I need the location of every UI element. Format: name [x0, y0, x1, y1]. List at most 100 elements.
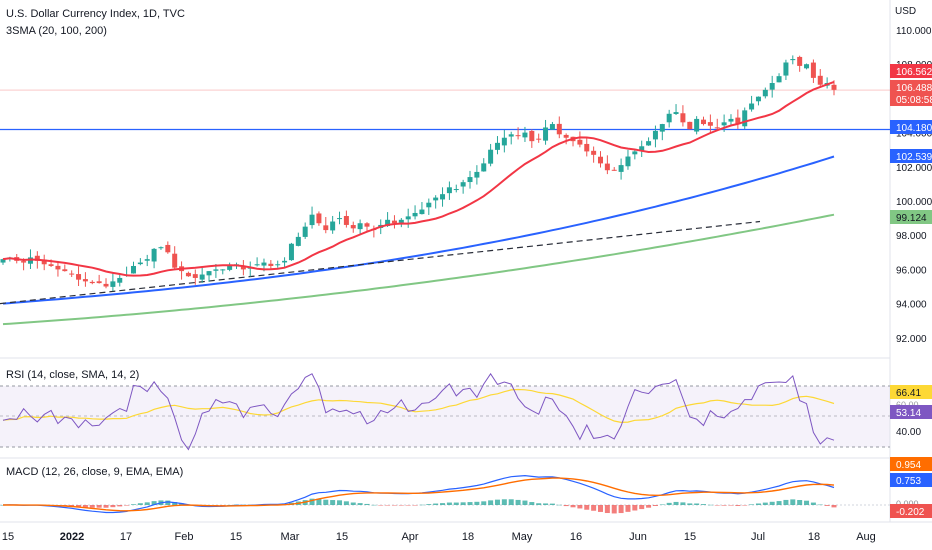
candle-body — [41, 259, 47, 265]
candle-body — [481, 163, 487, 172]
candle-body — [130, 265, 136, 274]
macd-histogram-bar — [701, 504, 707, 505]
candle-body — [69, 273, 75, 275]
price-tick-label: 96.000 — [896, 265, 927, 276]
macd-histogram-bar — [714, 505, 720, 506]
candle-body — [391, 220, 397, 224]
candle-body — [295, 236, 301, 246]
macd-histogram-bar — [130, 504, 136, 505]
macd-histogram-bar — [419, 504, 425, 506]
candle-body — [62, 269, 68, 272]
sma200-price-tag-bg — [890, 210, 932, 224]
candle-body — [309, 214, 315, 226]
candle-body — [55, 265, 61, 270]
candle-body — [412, 212, 418, 217]
macd-histogram-bar — [103, 505, 109, 508]
candle-body — [776, 76, 782, 83]
candle-body — [460, 182, 466, 187]
last-price-tag-bg — [890, 80, 932, 106]
last-price-tag: 106.488 — [896, 83, 932, 94]
macd-histogram-bar — [515, 499, 521, 505]
macd-legend[interactable]: MACD (12, 26, close, 9, EMA, EMA) — [6, 466, 184, 478]
macd-histogram-bar — [508, 499, 514, 505]
price-tick-label: 104.000 — [896, 129, 932, 140]
macd-histogram-bar — [309, 498, 315, 505]
candle-body — [364, 223, 370, 227]
macd-histogram-bar — [343, 501, 349, 505]
axes: 110.000108.000104.000102.000100.00098.00… — [2, 26, 932, 543]
candle-body — [769, 83, 775, 90]
macd-value-tag: 0.753 — [896, 476, 921, 487]
macd-histogram-bar — [543, 503, 549, 505]
macd-histogram-bar — [96, 505, 102, 508]
macd-histogram-bar — [522, 500, 528, 505]
candle-body — [96, 281, 102, 284]
rsi-legend[interactable]: RSI (14, close, SMA, 14, 2) — [6, 369, 140, 381]
macd-histogram-bar — [625, 505, 631, 512]
candle-body — [618, 165, 624, 172]
candle-body — [158, 247, 164, 249]
macd-histogram-bar — [165, 500, 171, 505]
candle-body — [755, 96, 761, 102]
time-tick-label: 16 — [570, 531, 582, 543]
candle-body — [137, 262, 143, 265]
candle-body — [797, 56, 803, 66]
candle-body — [673, 112, 679, 115]
candle-body — [694, 118, 700, 132]
sma-legend[interactable]: 3SMA (20, 100, 200) — [6, 25, 107, 37]
macd-histogram-bar — [797, 500, 803, 505]
candle-body — [783, 62, 789, 76]
macd-histogram-bar — [398, 505, 404, 506]
candle-body — [110, 281, 116, 287]
signal-value-tag-bg — [890, 457, 932, 471]
candle-body — [762, 89, 768, 97]
macd-histogram-bar — [721, 505, 727, 506]
time-tick-label: 15 — [2, 531, 14, 543]
candle-body — [117, 277, 123, 283]
price-tick-label: 94.000 — [896, 300, 927, 311]
macd-histogram-bar — [481, 501, 487, 505]
candle-body — [625, 156, 631, 167]
candle-body — [172, 253, 178, 268]
candle-body — [597, 156, 603, 164]
candle-body — [501, 137, 507, 146]
candle-body — [185, 272, 191, 277]
macd-histogram-bar — [584, 505, 590, 510]
candle-body — [343, 216, 349, 225]
candle-body — [701, 119, 707, 125]
candle-body — [103, 283, 109, 287]
macd-histogram-bar — [144, 502, 150, 505]
candle-body — [632, 151, 638, 155]
candle-body — [357, 223, 363, 230]
candle-body — [721, 122, 727, 126]
macd-histogram-bar — [749, 504, 755, 505]
candle-body — [515, 135, 521, 137]
macd-histogram-bar — [460, 502, 466, 505]
price-tick-label: 92.000 — [896, 334, 927, 345]
candle-body — [419, 209, 425, 215]
time-tick-label: Mar — [281, 531, 300, 543]
candle-body — [659, 124, 665, 132]
candle-body — [316, 213, 322, 224]
macd-histogram-bar — [433, 503, 439, 505]
candle-body — [591, 150, 597, 155]
candle-body — [707, 122, 713, 126]
candle-body — [426, 202, 432, 208]
macd-histogram-bar — [618, 505, 624, 514]
macd-histogram-bar — [824, 505, 830, 506]
macd-histogram-bar — [755, 503, 761, 505]
candle-body — [714, 127, 720, 129]
hline-price-tag-bg — [890, 120, 932, 134]
candle-body — [76, 274, 82, 280]
macd-histogram-bar — [790, 499, 796, 505]
macd-histogram-bar — [673, 501, 679, 505]
candle-body — [728, 118, 734, 122]
macd-histogram-bar — [378, 505, 384, 506]
candle-body — [165, 244, 171, 253]
candle-body — [494, 142, 500, 150]
candle-body — [405, 216, 411, 220]
candle-body — [48, 264, 54, 266]
candle-body — [82, 279, 88, 282]
macd-histogram-bar — [762, 502, 768, 505]
